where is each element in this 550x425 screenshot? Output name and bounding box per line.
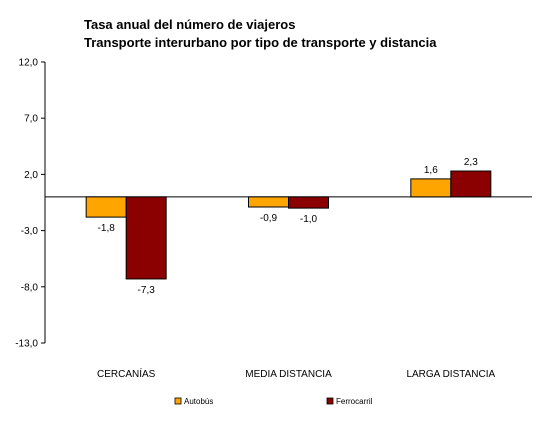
category-label: LARGA DISTANCIA xyxy=(406,369,495,380)
y-tick-label: -13,0 xyxy=(15,339,38,350)
data-label: -0,9 xyxy=(260,213,278,224)
data-label: -1,8 xyxy=(98,223,116,234)
bar xyxy=(450,170,492,198)
legend-label: Ferrocarril xyxy=(336,397,373,406)
data-label: -7,3 xyxy=(138,285,156,296)
bar xyxy=(85,196,127,218)
y-tick-label: 2,0 xyxy=(24,170,38,181)
chart-title: Tasa anual del número de viajeros xyxy=(84,17,296,32)
bar xyxy=(125,196,167,280)
bar xyxy=(288,196,329,209)
y-tick-label: -8,0 xyxy=(21,282,39,293)
chart-title-block: Tasa anual del número de viajeros Transp… xyxy=(84,16,437,52)
bar xyxy=(410,178,452,198)
legend-swatch xyxy=(174,397,182,405)
chart-subtitle: Transporte interurbano por tipo de trans… xyxy=(84,35,437,50)
y-tick-label: 7,0 xyxy=(24,114,38,125)
legend-swatch xyxy=(326,397,334,405)
y-tick-label: -3,0 xyxy=(21,226,39,237)
category-label: MEDIA DISTANCIA xyxy=(245,369,332,380)
legend-label: Autobús xyxy=(184,397,213,406)
data-label: 1,6 xyxy=(424,165,438,176)
data-label: -1,0 xyxy=(300,214,318,225)
y-tick-label: 12,0 xyxy=(19,58,39,69)
bar xyxy=(248,196,289,208)
category-label: CERCANÍAS xyxy=(97,367,156,380)
data-label: 2,3 xyxy=(464,157,478,168)
